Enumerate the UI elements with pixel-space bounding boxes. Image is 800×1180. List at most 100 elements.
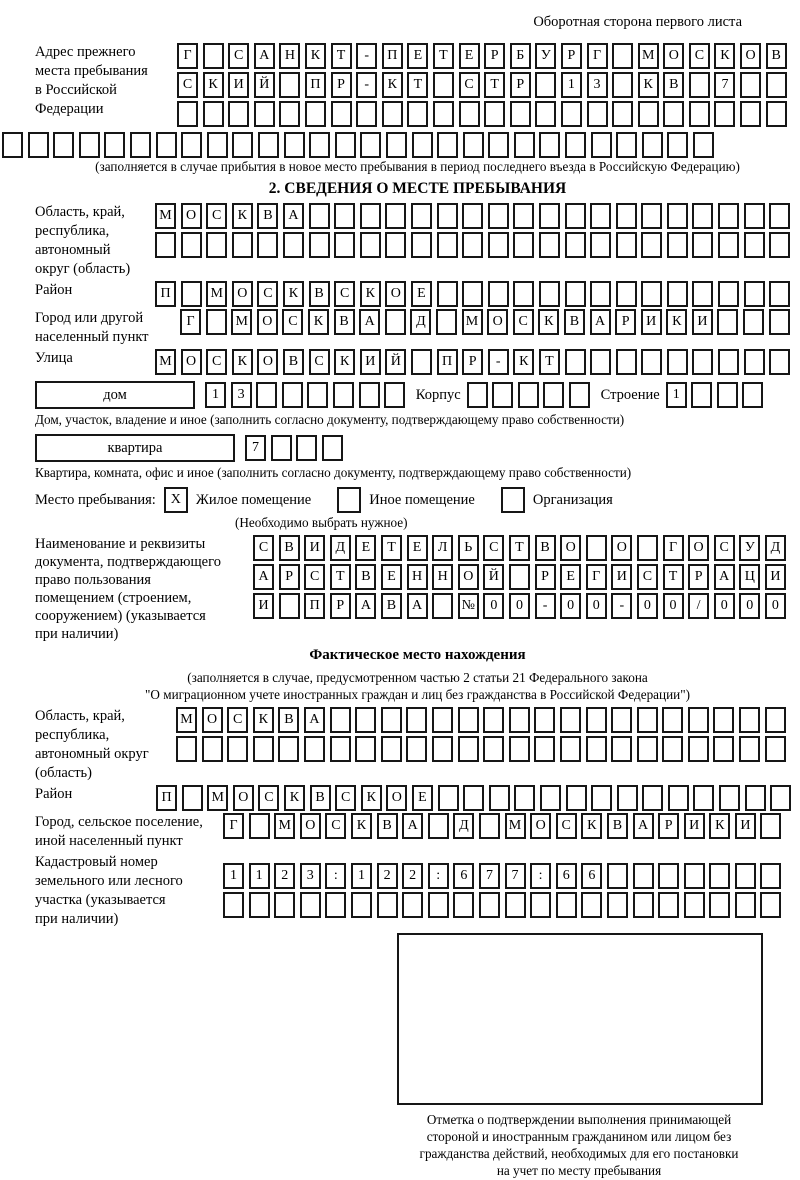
char-box[interactable] [177,101,198,127]
char-box[interactable]: Д [329,535,351,561]
char-box[interactable] [478,892,500,918]
char-box[interactable]: Р [484,43,506,69]
char-box[interactable]: 7 [504,863,526,889]
char-box[interactable] [248,813,270,839]
char-box[interactable] [202,101,224,127]
char-box[interactable]: О [299,813,321,839]
char-box[interactable] [437,785,459,811]
char-box[interactable] [616,132,638,158]
char-box[interactable]: 2 [402,863,424,889]
char-box[interactable]: К [513,349,535,375]
char-box[interactable] [513,232,535,258]
char-box[interactable] [487,281,509,307]
char-box[interactable] [329,736,351,762]
char-box[interactable] [227,736,249,762]
char-box[interactable]: П [304,593,326,619]
char-box[interactable] [458,101,480,127]
char-box[interactable] [586,101,608,127]
char-box[interactable] [688,101,710,127]
char-box[interactable] [606,892,628,918]
char-box[interactable]: Г [223,813,244,839]
char-box[interactable] [641,232,663,258]
char-box[interactable]: В [282,349,304,375]
char-box[interactable]: С [688,43,710,69]
char-box[interactable] [769,232,791,258]
char-box[interactable]: В [257,203,279,229]
char-box[interactable] [176,736,197,762]
char-box[interactable]: 6 [581,863,603,889]
char-box[interactable]: М [206,281,228,307]
char-box[interactable]: С [253,535,274,561]
char-box[interactable]: К [538,309,560,335]
char-box[interactable] [615,281,637,307]
char-box[interactable] [666,232,688,258]
char-box[interactable] [693,785,715,811]
char-box[interactable]: Й [483,564,505,590]
char-box[interactable]: М [155,349,176,375]
char-box[interactable] [376,892,398,918]
char-box[interactable] [281,382,303,408]
char-box[interactable] [734,863,756,889]
char-box[interactable]: 7 [714,72,736,98]
char-box[interactable] [632,892,654,918]
char-box[interactable]: А [253,564,274,590]
char-box[interactable]: А [589,309,611,335]
char-box[interactable]: К [307,309,329,335]
char-box[interactable]: В [376,813,398,839]
char-box[interactable]: С [227,707,249,733]
char-box[interactable] [662,707,684,733]
char-box[interactable] [517,382,539,408]
char-box[interactable] [181,132,203,158]
char-box[interactable] [436,232,458,258]
char-box[interactable] [606,863,628,889]
char-box[interactable]: О [232,785,254,811]
char-box[interactable] [384,382,406,408]
char-box[interactable]: - [356,72,378,98]
char-box[interactable] [666,349,688,375]
char-box[interactable]: С [555,813,577,839]
char-box[interactable]: В [355,564,377,590]
char-box[interactable] [590,203,612,229]
char-box[interactable] [764,707,786,733]
char-box[interactable] [739,736,761,762]
char-box[interactable] [615,203,637,229]
char-box[interactable]: К [231,349,253,375]
char-box[interactable] [740,72,762,98]
char-box[interactable]: Д [764,535,786,561]
char-box[interactable]: С [308,349,330,375]
char-box[interactable]: И [304,535,326,561]
char-box[interactable]: М [176,707,197,733]
char-box[interactable] [509,101,531,127]
char-box[interactable] [611,707,633,733]
char-box[interactable] [484,101,506,127]
char-box[interactable] [538,281,560,307]
char-box[interactable] [334,132,356,158]
char-box[interactable] [487,203,509,229]
char-box[interactable]: Т [538,349,560,375]
char-box[interactable]: С [334,281,356,307]
char-box[interactable] [687,736,709,762]
checkbox-other-premises[interactable] [337,487,362,513]
char-box[interactable]: К [381,72,403,98]
char-box[interactable] [205,309,227,335]
char-box[interactable] [330,101,352,127]
char-box[interactable]: О [256,309,278,335]
char-box[interactable] [462,132,484,158]
char-box[interactable] [356,101,378,127]
char-box[interactable]: - [534,593,556,619]
char-box[interactable] [483,707,505,733]
char-box[interactable] [760,863,782,889]
char-box[interactable]: 7 [478,863,500,889]
char-box[interactable]: О [180,203,202,229]
char-box[interactable]: Е [410,281,432,307]
char-box[interactable]: - [611,593,633,619]
char-box[interactable] [181,785,203,811]
char-box[interactable] [358,382,380,408]
char-box[interactable]: Т [407,72,429,98]
char-box[interactable] [636,736,658,762]
char-box[interactable] [432,593,454,619]
char-box[interactable]: К [666,309,688,335]
char-box[interactable] [462,281,484,307]
char-box[interactable] [180,281,202,307]
char-box[interactable] [435,309,457,335]
